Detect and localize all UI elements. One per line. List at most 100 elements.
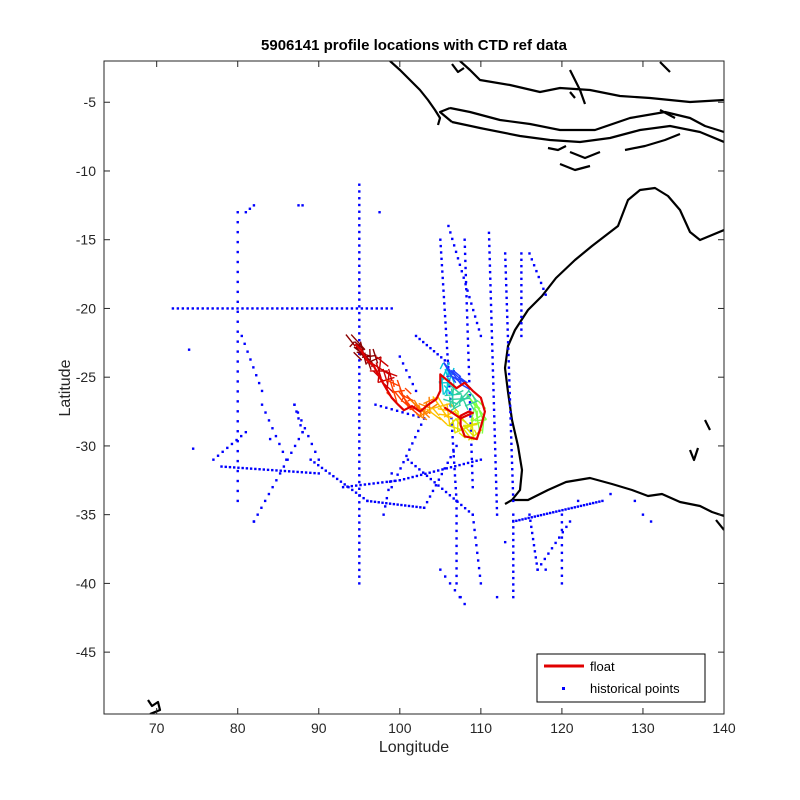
historical-point (236, 211, 239, 214)
historical-point (236, 499, 239, 503)
historical-point (455, 582, 458, 585)
historical-point (428, 471, 431, 474)
historical-point (390, 408, 393, 411)
historical-point (489, 297, 493, 300)
historical-point (490, 316, 493, 320)
historical-point (292, 470, 295, 473)
historical-point (520, 322, 523, 325)
historical-point (495, 513, 499, 516)
historical-point (446, 461, 449, 464)
historical-point (462, 462, 466, 466)
historical-point (493, 434, 497, 438)
trajectory-segment (451, 419, 456, 434)
historical-point (532, 544, 536, 547)
island-timor (624, 132, 681, 152)
legend-box (536, 653, 706, 703)
trajectory-segment (382, 368, 389, 384)
historical-point (470, 443, 473, 446)
historical-point (539, 563, 543, 566)
historical-point (547, 552, 550, 555)
trajectory-segment (444, 393, 462, 397)
trajectory-segment (432, 408, 440, 417)
axes-box (103, 60, 725, 715)
historical-point (236, 330, 239, 333)
historical-point (402, 478, 406, 481)
historical-point (314, 450, 317, 454)
historical-point (464, 266, 467, 270)
historical-point (236, 370, 239, 373)
historical-point (358, 413, 361, 416)
historical-point (512, 595, 515, 599)
y-tick-label: -25 (76, 369, 96, 385)
historical-point (401, 411, 404, 414)
historical-point (295, 410, 298, 413)
historical-point (254, 467, 257, 471)
historical-point (392, 502, 396, 506)
historical-point (216, 307, 219, 310)
historical-point (504, 271, 507, 274)
historical-point (576, 505, 580, 508)
historical-point (434, 484, 438, 487)
historical-point (379, 405, 383, 408)
historical-point (440, 472, 444, 476)
historical-point (440, 263, 444, 267)
historical-point (467, 351, 470, 355)
historical-point (275, 479, 278, 482)
historical-point (439, 568, 442, 571)
historical-point (450, 423, 454, 426)
historical-point (442, 295, 446, 299)
trajectory-segment (458, 394, 463, 405)
historical-point (236, 420, 239, 423)
historical-point (529, 519, 532, 522)
historical-point (441, 276, 444, 280)
historical-point (505, 303, 509, 306)
historical-point (509, 429, 513, 433)
trajectory-segment (369, 349, 372, 361)
historical-point (332, 474, 335, 478)
island-sumba (559, 162, 591, 172)
x-tick-label: 100 (388, 720, 412, 736)
historical-point (490, 310, 493, 313)
historical-point (560, 559, 564, 562)
historical-point (358, 305, 361, 308)
historical-point (404, 504, 407, 507)
historical-point (465, 309, 469, 312)
historical-point (402, 460, 405, 464)
y-axis-label: Latitude (57, 359, 74, 416)
historical-point (520, 296, 523, 300)
historical-point (429, 346, 432, 350)
historical-point (275, 469, 278, 472)
trajectory-segment (385, 379, 400, 387)
historical-point (425, 474, 429, 478)
historical-point (221, 307, 224, 310)
tasmania-edge (715, 519, 724, 531)
trajectory-segment (426, 408, 442, 421)
historical-point (440, 257, 443, 261)
historical-point (476, 551, 479, 555)
historical-point (236, 310, 239, 313)
historical-point (451, 436, 454, 439)
historical-point (387, 488, 390, 492)
historical-point (385, 307, 388, 310)
historical-point (520, 283, 523, 287)
historical-point (358, 568, 361, 572)
historical-point (398, 355, 402, 358)
x-tick-label: 130 (631, 720, 655, 736)
historical-point (236, 459, 239, 463)
historical-point (358, 548, 361, 551)
historical-point (365, 307, 369, 310)
historical-point (236, 320, 239, 323)
historical-point (527, 516, 530, 520)
historical-point (290, 451, 293, 454)
historical-point (271, 468, 274, 472)
historical-point (171, 307, 175, 310)
historical-point (241, 466, 244, 470)
trajectory-segment (445, 369, 450, 396)
trajectory-segment (416, 413, 428, 421)
historical-point (470, 457, 474, 461)
historical-point (446, 359, 450, 362)
historical-point (355, 307, 359, 310)
historical-point (251, 307, 254, 310)
historical-point (262, 468, 266, 471)
